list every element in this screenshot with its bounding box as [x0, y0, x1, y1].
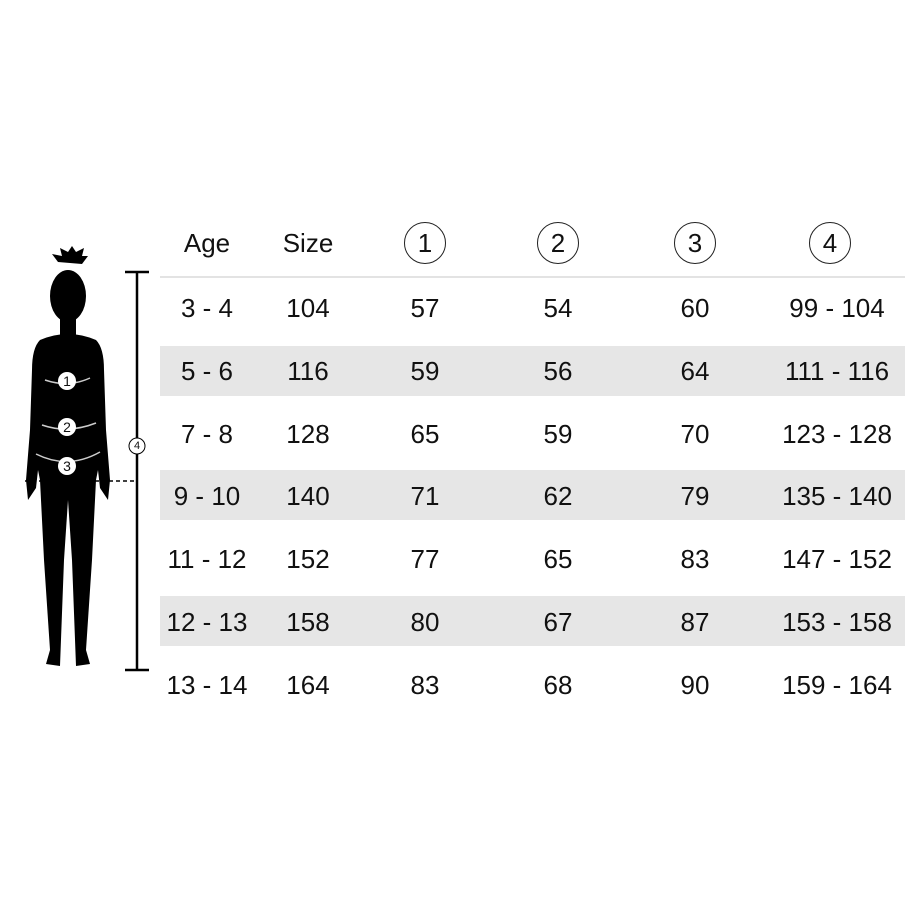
cell-measure-4: 123 - 128 [782, 418, 892, 449]
cell-age: 11 - 12 [167, 544, 247, 575]
cell-measure-2: 59 [543, 418, 573, 449]
cell-age: 3 - 4 [180, 293, 234, 323]
cell-measure-4: 111 - 116 [784, 355, 890, 386]
cell-measure-3: 79 [680, 481, 710, 512]
cell-measure-3: 64 [680, 355, 710, 386]
cell-size: 116 [287, 355, 329, 386]
cell-measure-2: 62 [543, 481, 573, 512]
cell-age: 13 - 14 [166, 669, 248, 700]
header-divider [160, 276, 905, 278]
header-age: Age [183, 228, 231, 258]
cell-measure-2: 68 [543, 669, 573, 700]
cell-measure-2: 56 [543, 355, 573, 386]
cell-measure-1: 71 [410, 481, 440, 512]
cell-measure-3: 60 [680, 293, 710, 323]
header-size: Size [282, 228, 334, 258]
figure-label-4: 4 [133, 440, 141, 452]
cell-size: 164 [286, 669, 330, 700]
cell-measure-4: 135 - 140 [782, 481, 892, 512]
header-measure-1: 1 [404, 222, 446, 264]
cell-measure-2: 67 [543, 607, 573, 637]
figure-label-3: 3 [63, 458, 71, 474]
cell-measure-1: 80 [410, 607, 440, 637]
row-band [160, 470, 905, 520]
header-measure-2: 2 [537, 222, 579, 264]
cell-age: 5 - 6 [180, 355, 234, 386]
cell-measure-4: 147 - 152 [782, 544, 892, 575]
header-measure-3: 3 [674, 222, 716, 264]
cell-measure-3: 90 [680, 669, 710, 700]
cell-measure-4: 99 - 104 [789, 293, 885, 323]
cell-measure-1: 65 [410, 418, 440, 449]
row-band [160, 346, 905, 396]
cell-size: 152 [286, 544, 330, 575]
cell-measure-4: 159 - 164 [782, 669, 892, 700]
cell-measure-1: 83 [410, 669, 440, 700]
cell-size: 128 [286, 418, 330, 449]
cell-age: 12 - 13 [166, 607, 248, 637]
cell-size: 104 [286, 293, 330, 323]
cell-measure-1: 77 [410, 544, 440, 575]
figure-label-1: 1 [63, 373, 71, 389]
cell-size: 158 [286, 607, 330, 637]
cell-size: 140 [286, 481, 330, 512]
cell-measure-3: 83 [680, 544, 710, 575]
cell-measure-1: 57 [410, 293, 440, 323]
figure-label-2: 2 [63, 419, 71, 435]
header-measure-4: 4 [809, 222, 851, 264]
cell-measure-1: 59 [410, 355, 440, 386]
cell-measure-3: 70 [680, 418, 710, 449]
cell-measure-2: 54 [543, 293, 573, 323]
cell-measure-4: 153 - 158 [782, 607, 892, 637]
cell-measure-2: 65 [543, 544, 573, 575]
row-band [160, 596, 905, 646]
cell-age: 9 - 10 [173, 481, 241, 512]
cell-age: 7 - 8 [180, 418, 234, 449]
cell-measure-3: 87 [680, 607, 710, 637]
